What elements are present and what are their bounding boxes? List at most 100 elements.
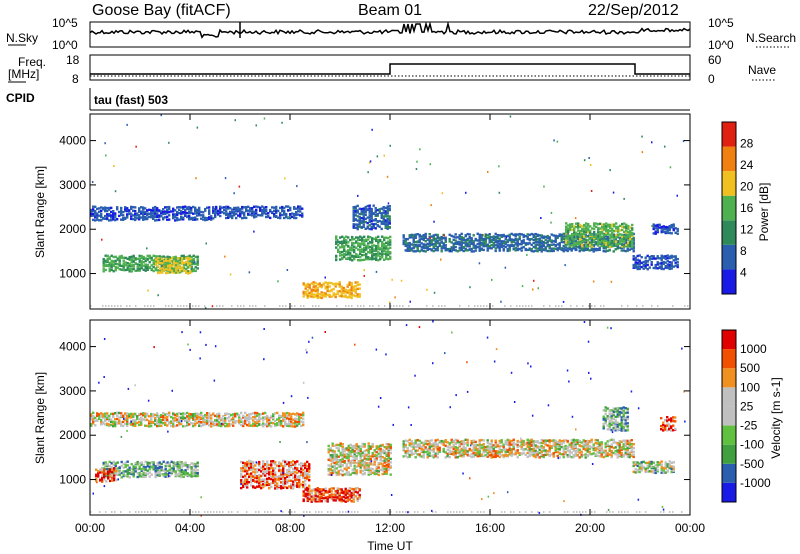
data-cell <box>174 464 177 467</box>
data-cell <box>244 462 247 465</box>
data-cell <box>248 421 251 424</box>
data-cell <box>636 258 639 262</box>
data-cell <box>357 449 360 452</box>
data-cell <box>564 248 567 252</box>
data-cell <box>387 447 390 450</box>
data-cell <box>412 442 415 445</box>
data-cell <box>357 447 360 450</box>
data-cell <box>304 486 307 489</box>
data-cell <box>224 421 227 425</box>
noise-cell <box>609 169 611 172</box>
noise-cell <box>433 220 435 223</box>
data-cell <box>152 259 155 262</box>
data-cell <box>352 207 355 210</box>
data-cell <box>247 212 250 215</box>
data-cell <box>337 250 340 253</box>
data-cell <box>173 271 176 274</box>
data-cell <box>132 217 135 221</box>
data-cell <box>96 218 99 221</box>
data-cell <box>190 471 193 474</box>
data-cell <box>410 440 413 443</box>
data-cell <box>329 473 332 476</box>
ground-cell <box>378 511 380 513</box>
data-cell <box>286 475 289 478</box>
data-cell <box>664 266 667 269</box>
data-cell <box>562 244 565 248</box>
data-cell <box>589 237 592 241</box>
data-cell <box>352 223 355 226</box>
data-cell <box>357 460 360 463</box>
data-cell <box>504 242 507 245</box>
data-cell <box>172 213 175 216</box>
data-cell <box>670 256 673 259</box>
data-cell <box>108 208 111 211</box>
noise-cell <box>160 114 162 117</box>
data-cell <box>446 445 449 448</box>
data-cell <box>300 472 303 475</box>
data-cell <box>452 244 455 248</box>
data-cell <box>144 259 147 263</box>
data-cell <box>389 257 392 260</box>
data-cell <box>281 208 284 211</box>
data-cell <box>330 487 333 490</box>
data-cell <box>298 476 301 480</box>
data-cell <box>180 254 183 258</box>
data-cell <box>496 234 499 237</box>
data-cell <box>180 465 183 468</box>
data-cell <box>158 463 161 466</box>
data-cell <box>356 227 359 231</box>
data-cell <box>618 236 621 240</box>
data-cell <box>508 235 511 239</box>
ground-cell <box>627 511 629 513</box>
data-cell <box>362 210 365 214</box>
data-cell <box>408 438 411 442</box>
data-cell <box>296 460 299 463</box>
data-cell <box>286 411 289 415</box>
data-cell <box>654 230 657 233</box>
data-cell <box>480 238 483 241</box>
data-cell <box>192 413 195 416</box>
data-cell <box>552 243 555 246</box>
data-cell <box>536 238 539 241</box>
data-cell <box>176 218 179 222</box>
data-cell <box>607 233 610 236</box>
data-cell <box>114 424 117 428</box>
data-cell <box>144 263 147 266</box>
data-cell <box>266 465 269 468</box>
data-cell <box>666 266 669 270</box>
data-cell <box>246 419 249 422</box>
data-cell <box>118 255 121 258</box>
data-cell <box>589 231 592 234</box>
data-cell <box>656 256 659 260</box>
data-cell <box>196 463 199 466</box>
noise-cell <box>651 224 653 227</box>
data-cell <box>573 233 576 236</box>
data-cell <box>470 237 473 240</box>
data-cell <box>379 462 382 465</box>
data-cell <box>217 209 220 213</box>
data-cell <box>619 229 622 232</box>
data-cell <box>341 240 344 243</box>
noise-cell <box>281 121 283 124</box>
data-cell <box>593 230 596 234</box>
data-cell <box>270 477 273 481</box>
data-cell <box>442 246 445 249</box>
data-cell <box>361 473 364 476</box>
data-cell <box>188 416 191 419</box>
data-cell <box>458 237 461 241</box>
data-cell <box>272 418 275 421</box>
data-cell <box>550 233 553 236</box>
data-cell <box>562 237 565 241</box>
data-cell <box>218 416 221 419</box>
data-cell <box>478 247 481 251</box>
data-cell <box>668 231 671 235</box>
data-cell <box>142 206 145 209</box>
ground-cell <box>510 511 512 513</box>
data-cell <box>358 223 361 226</box>
data-cell <box>302 472 305 475</box>
data-cell <box>238 416 241 419</box>
data-cell <box>632 242 635 246</box>
data-cell <box>101 474 104 477</box>
data-cell <box>577 237 580 241</box>
